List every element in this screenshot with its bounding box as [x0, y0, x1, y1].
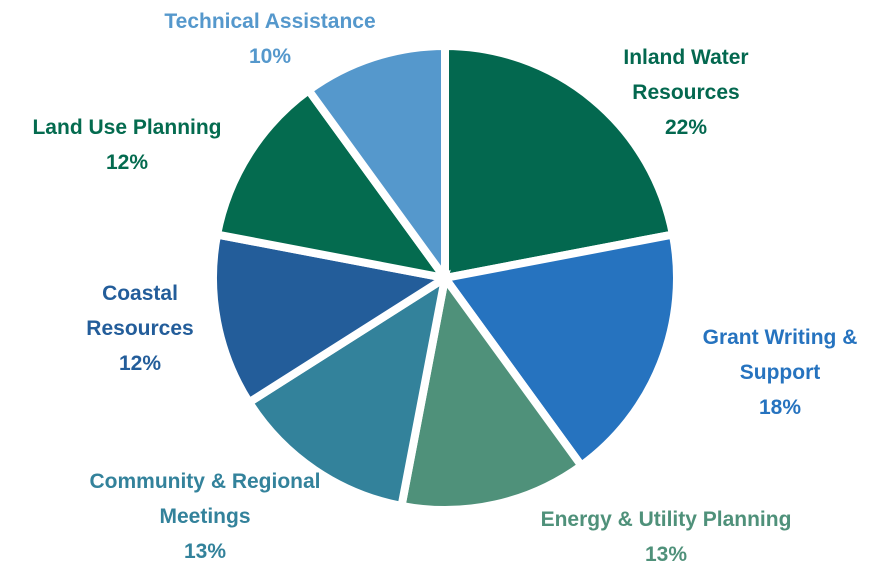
- category-label: Energy & Utility Planning: [540, 508, 792, 531]
- pie-slice: [438, 229, 681, 472]
- slice-label: Community & Regional Meetings 13%: [88, 464, 323, 566]
- category-label: Community & Regional Meetings: [89, 470, 321, 528]
- value-label: 13%: [183, 540, 227, 563]
- value-label: 10%: [248, 45, 292, 68]
- value-label: 12%: [118, 352, 162, 375]
- pie-slice: [303, 41, 449, 291]
- slice-label: Inland Water Resources 22%: [591, 40, 781, 145]
- slice-label: Land Use Planning 12%: [32, 110, 221, 180]
- category-label: Coastal Resources: [86, 282, 194, 340]
- category-label: Grant Writing & Support: [702, 326, 858, 384]
- slice-label: Grant Writing & Support 18%: [675, 320, 885, 425]
- pie-slice: [212, 84, 455, 284]
- pie-slice: [441, 41, 678, 283]
- value-label: 13%: [644, 543, 688, 566]
- value-label: 18%: [758, 396, 802, 419]
- category-label: Technical Assistance: [164, 10, 376, 33]
- value-label: 22%: [664, 116, 708, 139]
- slice-label: Technical Assistance 10%: [164, 4, 375, 74]
- category-label: Land Use Planning: [32, 116, 222, 139]
- pie-slice: [396, 268, 587, 514]
- slice-label: Coastal Resources 12%: [73, 276, 208, 381]
- pie-slice: [243, 269, 451, 511]
- slice-label: Energy & Utility Planning 13%: [541, 502, 792, 566]
- value-label: 12%: [105, 151, 149, 174]
- pie-slice: [209, 229, 456, 408]
- category-label: Inland Water Resources: [623, 46, 749, 104]
